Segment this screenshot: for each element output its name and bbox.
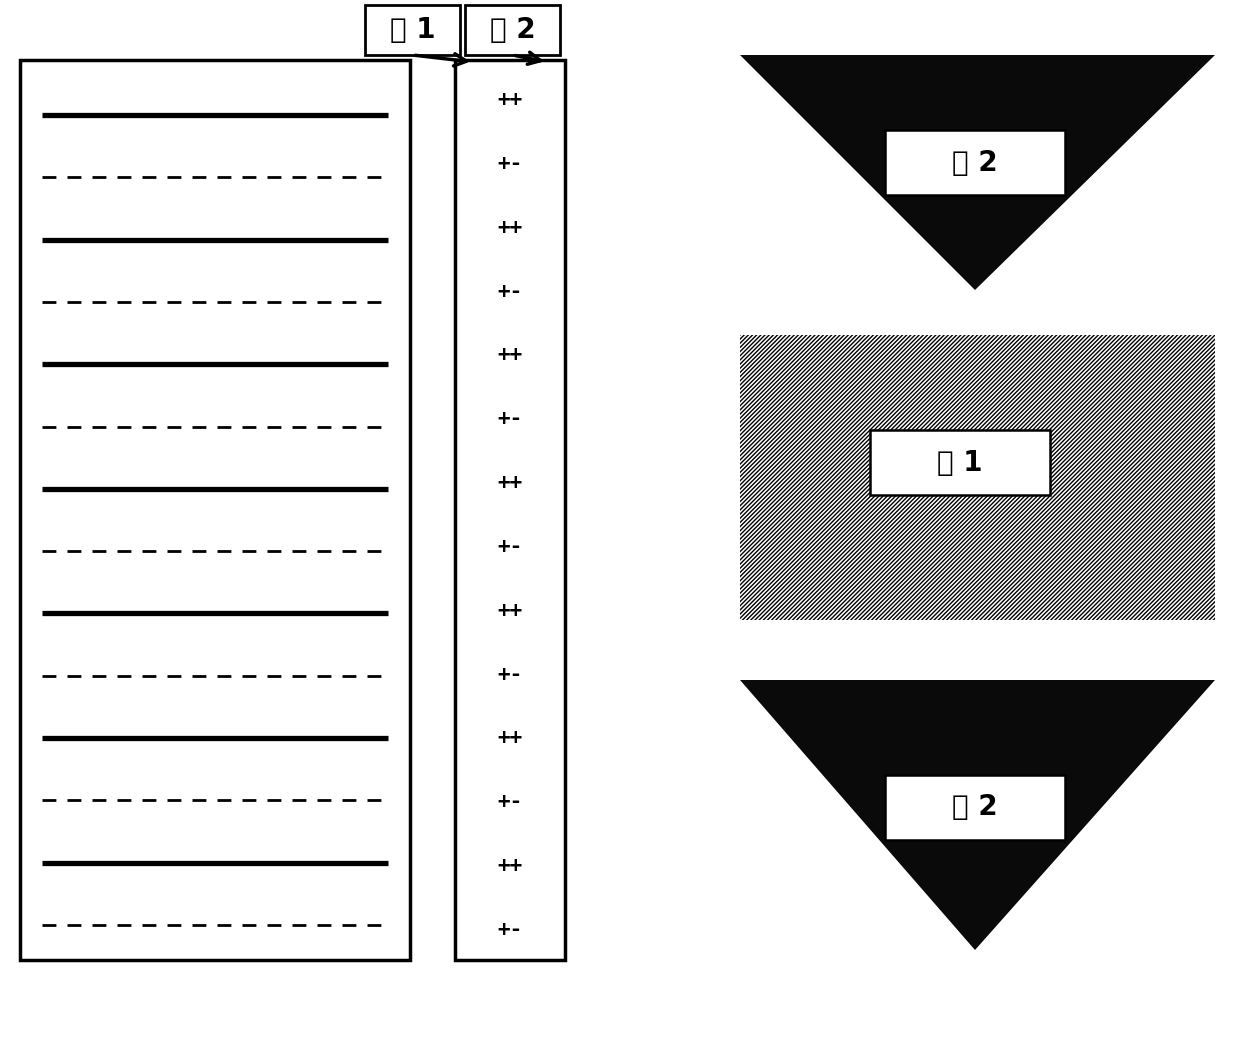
Text: +-: +- [497, 920, 522, 940]
Bar [455, 60, 565, 960]
Text: +-: +- [497, 282, 522, 301]
Text: +-: +- [497, 154, 522, 173]
Text: 层 2: 层 2 [490, 16, 536, 44]
Text: ++: ++ [497, 473, 522, 493]
Text: 层 1: 层 1 [389, 16, 435, 44]
Bar [20, 60, 410, 960]
Bar [885, 775, 1065, 839]
Bar [465, 5, 560, 55]
Bar [365, 5, 460, 55]
Bar [870, 430, 1050, 495]
Text: ++: ++ [497, 218, 522, 237]
Bar [885, 130, 1065, 195]
Text: ++: ++ [497, 601, 522, 620]
Polygon shape [740, 680, 1215, 950]
Text: ++: ++ [497, 857, 522, 876]
Text: +-: +- [497, 665, 522, 684]
Bar [740, 335, 1215, 620]
Text: 层 2: 层 2 [952, 149, 998, 177]
Text: +-: +- [497, 537, 522, 556]
Text: 层 2: 层 2 [952, 794, 998, 821]
Polygon shape [740, 55, 1215, 290]
Text: ++: ++ [497, 729, 522, 748]
Text: ++: ++ [497, 346, 522, 365]
Text: +-: +- [497, 410, 522, 429]
Text: +-: +- [497, 793, 522, 812]
Text: ++: ++ [497, 90, 522, 110]
Bar [740, 335, 1215, 620]
Text: 层 1: 层 1 [937, 449, 983, 477]
